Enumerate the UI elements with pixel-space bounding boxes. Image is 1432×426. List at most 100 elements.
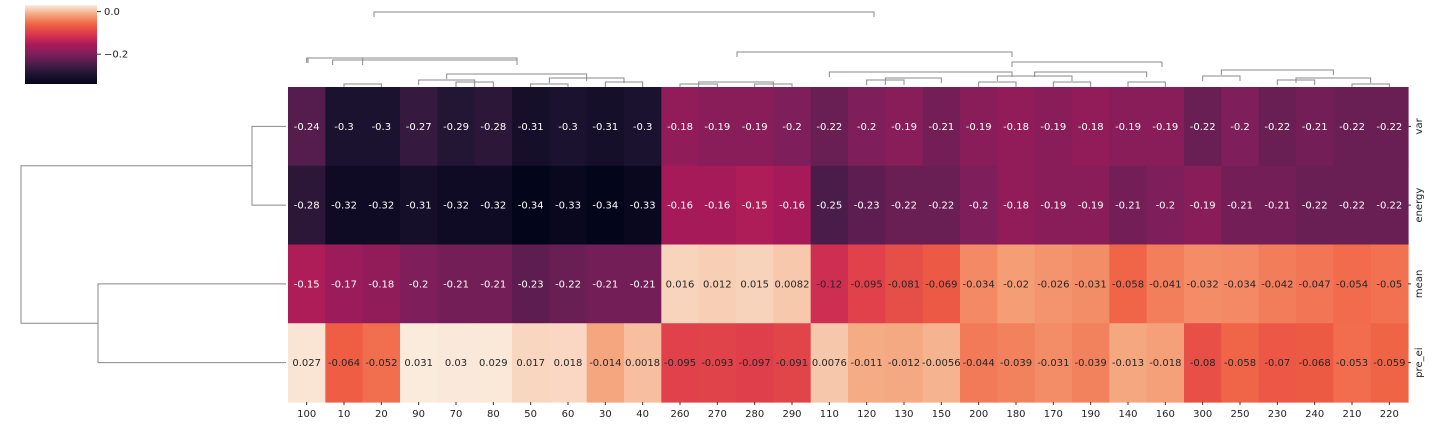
cell-value-label: -0.0056 <box>922 358 961 369</box>
heatmap-cell <box>400 87 438 167</box>
cell-value-label: -0.053 <box>1336 358 1368 369</box>
heatmap-cell <box>474 244 513 324</box>
heatmap-cell <box>512 244 550 324</box>
cell-value-label: -0.091 <box>776 358 808 369</box>
heatmap-cell <box>997 244 1036 324</box>
cell-value-label: -0.19 <box>891 122 917 133</box>
column-tick-label: 140 <box>1118 409 1137 420</box>
cell-value-label: 0.0076 <box>812 358 847 369</box>
cell-value-label: -0.21 <box>443 279 469 290</box>
heatmap-cell <box>1146 323 1185 403</box>
cell-value-label: -0.19 <box>1152 122 1178 133</box>
cell-value-label: -0.25 <box>816 201 842 212</box>
cell-value-label: -0.21 <box>592 279 618 290</box>
dendrogram-link <box>1202 75 1241 81</box>
dendrogram-link <box>418 79 476 87</box>
column-tick-label: 220 <box>1380 409 1399 420</box>
heatmap-cell <box>400 165 438 246</box>
cell-value-label: -0.22 <box>928 201 954 212</box>
row-tick-label: mean <box>1414 270 1425 298</box>
dendrogram-link <box>1220 69 1334 75</box>
cell-value-label: 0.0082 <box>775 279 810 290</box>
cell-value-label: -0.24 <box>294 122 320 133</box>
cell-value-label: -0.19 <box>704 122 730 133</box>
column-tick-label: 110 <box>820 409 839 420</box>
heatmap-cell <box>848 165 886 246</box>
dendrogram-link <box>530 83 569 89</box>
cell-value-label: 0.012 <box>703 279 732 290</box>
cell-value-label: -0.18 <box>1078 122 1104 133</box>
heatmap-cell <box>661 87 700 167</box>
heatmap-cell <box>437 165 476 246</box>
heatmap-cell <box>848 87 886 167</box>
cell-value-label: -0.22 <box>555 279 581 290</box>
heatmap-cell <box>586 87 625 167</box>
dendrogram-link <box>373 11 875 17</box>
heatmap-cell <box>885 323 924 403</box>
dendrogram-link <box>251 125 286 206</box>
cell-value-label: -0.2 <box>409 279 429 290</box>
heatmap-cell <box>698 244 737 324</box>
cell-value-label: -0.02 <box>1003 279 1029 290</box>
heatmap-cell <box>512 87 550 167</box>
cell-value-label: -0.22 <box>891 201 917 212</box>
cell-value-label: -0.16 <box>779 201 805 212</box>
cell-value-label: -0.041 <box>1149 279 1181 290</box>
heatmap-cell <box>661 165 700 246</box>
heatmap-cell <box>810 165 849 246</box>
cell-value-label: -0.032 <box>1187 279 1219 290</box>
heatmap-cell <box>773 87 812 167</box>
colorbar-gradient <box>25 5 97 84</box>
heatmap-cell <box>922 165 961 246</box>
cell-value-label: -0.039 <box>1000 358 1032 369</box>
column-tick-labels: 100 10 20 90 70 80 50 60 30 40 260 270 280 290 110 120 1… <box>297 402 1399 420</box>
cell-value-label: -0.22 <box>816 122 842 133</box>
column-tick-label: 180 <box>1006 409 1025 420</box>
heatmap-cell <box>1146 244 1185 324</box>
cell-value-label: -0.28 <box>294 201 320 212</box>
cell-value-label: -0.22 <box>1190 122 1216 133</box>
heatmap-cell <box>362 165 401 246</box>
dendrogram-link <box>332 59 518 65</box>
heatmap-cell <box>960 87 998 167</box>
heatmap-cell <box>1184 323 1222 403</box>
cell-value-label: -0.031 <box>1037 358 1069 369</box>
dendrogram-link <box>343 83 382 89</box>
cell-value-label: -0.33 <box>555 201 581 212</box>
cell-value-label: -0.22 <box>1264 122 1290 133</box>
heatmap-cell <box>1258 323 1297 403</box>
cell-value-label: 0.015 <box>740 279 769 290</box>
heatmap-cell <box>1072 87 1110 167</box>
cell-value-label: -0.21 <box>1302 122 1328 133</box>
cell-value-label: -0.026 <box>1037 279 1069 290</box>
heatmap-cell <box>1034 87 1073 167</box>
heatmap-cell <box>474 165 513 246</box>
heatmap-cell <box>1296 244 1334 324</box>
column-tick-label: 50 <box>524 409 537 420</box>
cell-value-label: -0.3 <box>558 122 578 133</box>
cell-value-label: -0.19 <box>1115 122 1141 133</box>
heatmap-cell <box>1072 323 1110 403</box>
heatmap-cell <box>1221 165 1260 246</box>
dendrogram-link <box>978 81 1017 87</box>
cell-value-label: -0.21 <box>1115 201 1141 212</box>
cell-value-label: -0.3 <box>633 122 653 133</box>
heatmap-cell <box>1370 165 1409 246</box>
column-tick-label: 60 <box>562 409 575 420</box>
cell-value-label: -0.18 <box>1003 122 1029 133</box>
column-tick-label: 300 <box>1193 409 1212 420</box>
heatmap-cell <box>474 87 513 167</box>
cell-value-label: -0.014 <box>589 358 621 369</box>
cell-value-label: -0.081 <box>888 279 920 290</box>
cell-value-label: -0.22 <box>1302 201 1328 212</box>
heatmap-cell <box>960 165 998 246</box>
heatmap-cell <box>624 165 662 246</box>
heatmap-cell <box>736 323 774 403</box>
cell-value-label: 0.018 <box>554 358 583 369</box>
heatmap-cell <box>1184 244 1222 324</box>
cell-value-label: -0.058 <box>1224 358 1256 369</box>
heatmap-cell <box>1034 244 1073 324</box>
cell-value-label: -0.011 <box>851 358 883 369</box>
column-tick-label: 40 <box>636 409 649 420</box>
heatmap-cell <box>1109 323 1148 403</box>
